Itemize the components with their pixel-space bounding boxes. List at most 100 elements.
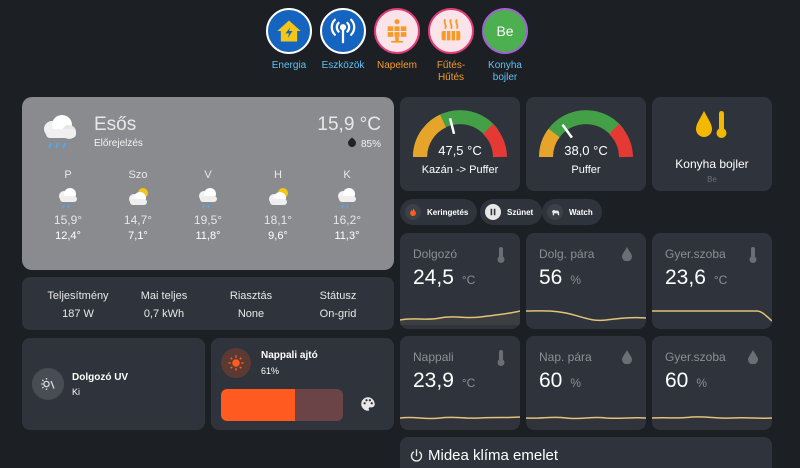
sensor-value: 24,5 <box>413 266 454 289</box>
pause-icon <box>485 204 501 220</box>
sensor-unit: °C <box>461 376 476 390</box>
antenna-icon <box>330 18 356 44</box>
chip-label: Keringetés <box>427 207 469 217</box>
thermometer-icon <box>497 247 505 263</box>
sensor-history-graph <box>526 310 646 322</box>
forecast-day-name: H <box>274 169 282 181</box>
gauge-puffer-card[interactable]: 38,0 °C Puffer <box>526 97 646 191</box>
sensor-value-row: 23,6 °C <box>665 266 727 290</box>
partly-cloudy-icon <box>269 188 288 205</box>
fire-icon <box>405 204 421 220</box>
door-card[interactable]: Nappali ajtó 61% <box>211 338 394 430</box>
nav-energia[interactable]: Energia <box>259 8 319 72</box>
power-icon[interactable] <box>409 448 424 463</box>
uv-value: Ki <box>72 387 81 397</box>
uv-card[interactable]: Dolgozó UV Ki <box>22 338 205 430</box>
sensor-history-graph <box>652 310 772 322</box>
chip-szunet[interactable]: Szünet <box>480 199 543 225</box>
uv-icon <box>32 368 64 400</box>
forecast-high: 19,5° <box>193 213 223 227</box>
stat-mai-teljes: Mai teljes 0,7 kWh <box>119 290 209 320</box>
water-thermometer-icon <box>696 111 727 138</box>
door-percent: 61% <box>261 366 280 376</box>
water-drop-icon <box>622 350 632 364</box>
forecast-low: 12,4° <box>55 230 81 242</box>
nav-label-line2: bojler <box>492 72 518 83</box>
forecast-day: V 19,5° 11,8° <box>178 169 238 242</box>
sensor-value: 23,9 <box>413 369 454 392</box>
nav-napelem[interactable]: Napelem <box>367 8 427 72</box>
weather-condition: Esős <box>94 114 137 135</box>
nav-label-line2: Hűtés <box>437 72 465 83</box>
nav-eszkozok[interactable]: Eszközök <box>313 8 373 72</box>
palette-icon[interactable] <box>359 395 377 413</box>
stat-label: Mai teljes <box>140 290 188 302</box>
forecast-day-name: K <box>343 169 351 181</box>
gauge-needle <box>448 117 456 135</box>
water-drop-icon <box>748 350 758 364</box>
sensor-value: 60 <box>665 369 689 392</box>
nav-label-line1: Konyha <box>488 60 522 71</box>
sensor-name: Nappali <box>413 350 454 364</box>
sensor-value: 56 <box>539 266 563 289</box>
gauge-value: 47,5 °C <box>438 143 482 158</box>
forecast-day: P 15,9° 12,4° <box>38 169 98 242</box>
stat-statusz: Státusz On-grid <box>293 290 383 320</box>
thermometer-icon <box>749 247 757 263</box>
sensor-unit: % <box>570 376 582 390</box>
boiler-state: Be <box>707 175 717 184</box>
sensor-name: Gyer.szoba <box>665 350 726 364</box>
climate-card[interactable]: Midea klíma emelet <box>400 437 772 468</box>
weather-subtitle: Előrejelzés <box>94 138 143 149</box>
gauge-label: Puffer <box>571 164 601 176</box>
climate-title: Midea klíma emelet <box>428 447 559 464</box>
water-drop-icon <box>622 247 632 261</box>
sensor-card[interactable]: Gyer.szoba 23,6 °C <box>652 233 772 329</box>
uv-name: Dolgozó UV <box>72 372 129 383</box>
forecast-day-name: Szo <box>128 169 148 181</box>
gauge-label: Kazán -> Puffer <box>421 164 499 176</box>
sensor-name: Gyer.szoba <box>665 247 726 261</box>
weather-card[interactable]: Esős Előrejelzés 15,9 °C 85% P 15,9° 12,… <box>22 97 394 270</box>
stat-value: On-grid <box>319 308 357 320</box>
door-name: Nappali ajtó <box>261 350 318 361</box>
sensor-card[interactable]: Dolgozó 24,5 °C <box>400 233 520 329</box>
nav-futes-hutes[interactable]: Fűtés- Hűtés <box>421 8 481 84</box>
weather-temperature: 15,9 °C <box>317 114 381 135</box>
boiler-state-text: Be <box>496 23 514 39</box>
sensor-unit: % <box>570 273 582 287</box>
sensor-card[interactable]: Nap. pára 60% <box>526 336 646 430</box>
stat-value: 187 W <box>62 308 94 320</box>
gauge-value: 38,0 °C <box>564 143 608 158</box>
sensor-value-row: 60% <box>665 369 707 393</box>
humidity-value: 85% <box>360 139 381 150</box>
gauge-kazan <box>413 110 507 158</box>
stat-riasztas: Riasztás None <box>206 290 296 320</box>
nav-konyha-bojler[interactable]: Be Konyha bojler <box>475 8 535 84</box>
forecast-low: 7,1° <box>128 230 148 242</box>
forecast-low: 11,3° <box>334 230 360 242</box>
rain-cloud-icon <box>199 188 217 209</box>
chip-label: Watch <box>569 207 593 217</box>
weather-humidity: 85% <box>346 137 381 150</box>
sensor-value-row: 56% <box>539 266 581 290</box>
chip-watch[interactable]: Watch <box>542 199 602 225</box>
chip-keringetes[interactable]: Keringetés <box>400 199 478 225</box>
sensor-card[interactable]: Dolg. pára 56% <box>526 233 646 329</box>
stat-teljesitmeny: Teljesítmény 187 W <box>33 290 123 320</box>
rain-cloud-icon <box>338 188 356 209</box>
forecast-low: 11,8° <box>195 230 221 242</box>
sensor-history-graph <box>400 310 520 325</box>
sensor-card[interactable]: Gyer.szoba 60% <box>652 336 772 430</box>
forecast-high: 18,1° <box>263 213 293 227</box>
forecast-low: 9,6° <box>268 230 288 242</box>
forecast-day: Szo 14,7° 7,1° <box>108 169 168 242</box>
stat-label: Teljesítmény <box>47 290 109 302</box>
boiler-card[interactable]: Konyha bojler Be <box>652 97 772 191</box>
boiler-name: Konyha bojler <box>675 157 749 171</box>
nav-label: Energia <box>271 60 307 71</box>
solar-stats-card[interactable] <box>22 277 394 330</box>
gauge-kazan-card[interactable]: 47,5 °C Kazán -> Puffer <box>400 97 520 191</box>
sensor-card[interactable]: Nappali 23,9 °C <box>400 336 520 430</box>
door-slider[interactable] <box>221 389 343 421</box>
